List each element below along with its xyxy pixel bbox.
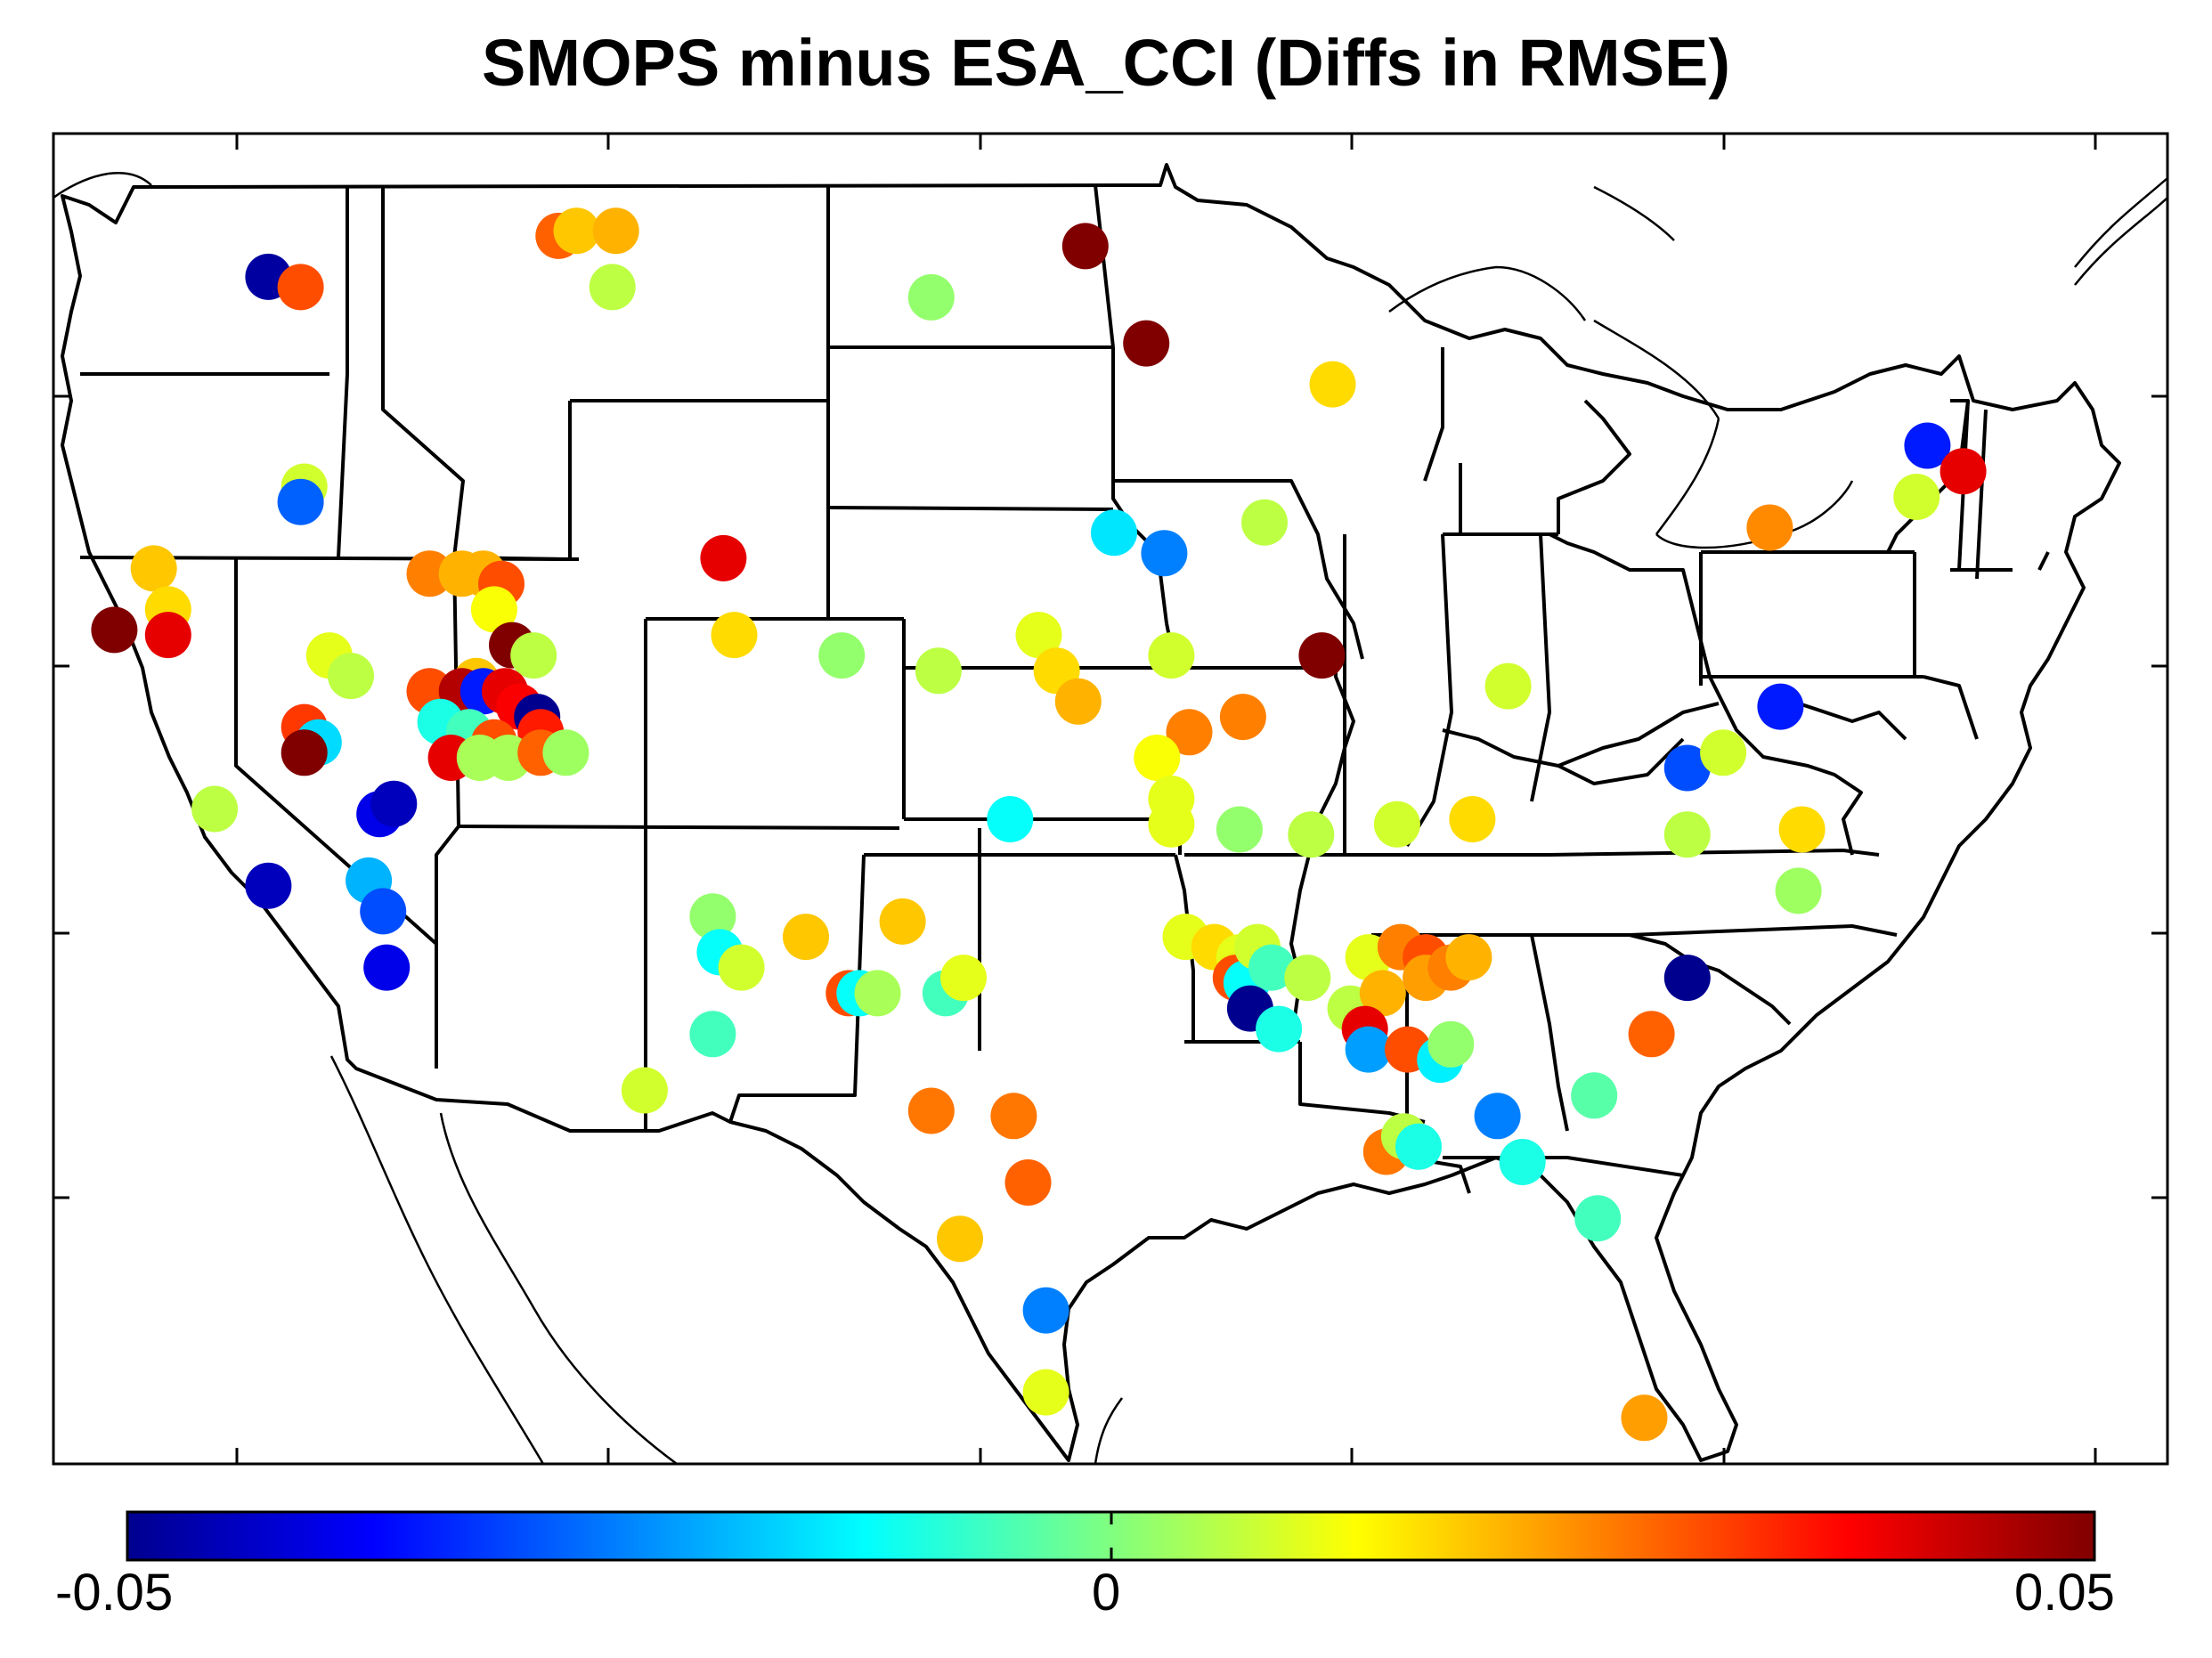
station-marker <box>1700 729 1747 776</box>
map-title: SMOPS minus ESA_CCI (Diffs in RMSE) <box>481 26 1731 100</box>
station-marker <box>281 729 328 776</box>
station-marker <box>1775 867 1822 914</box>
station-marker <box>1309 361 1356 408</box>
station-marker <box>915 647 962 695</box>
station-marker <box>1298 632 1346 679</box>
state-boundaries <box>61 163 2121 1462</box>
station-marker <box>987 796 1034 842</box>
station-marker <box>1004 1159 1052 1206</box>
station-marker <box>1123 320 1170 367</box>
station-marker <box>1141 530 1188 577</box>
station-marker <box>1241 499 1288 546</box>
colorbar-min-label: -0.05 <box>55 1564 174 1621</box>
station-marker <box>542 729 590 776</box>
station-marker <box>711 612 758 659</box>
station-marker <box>130 545 177 592</box>
station-marker <box>1904 422 1951 469</box>
station-marker <box>907 1087 955 1134</box>
station-marker <box>1373 801 1420 848</box>
station-marker <box>1746 504 1793 551</box>
station-marker <box>1757 683 1804 730</box>
station-marker <box>1474 1093 1521 1140</box>
station-marker <box>700 534 747 581</box>
station-marker <box>1427 1020 1475 1068</box>
station-marker <box>144 612 191 659</box>
station-marker <box>1054 678 1102 725</box>
frame-ticks <box>53 134 2167 1464</box>
station-marker <box>783 914 829 961</box>
station-marker <box>1663 811 1711 858</box>
station-marker <box>245 862 292 909</box>
station-marker <box>1628 1011 1675 1058</box>
station-marker <box>1445 934 1492 981</box>
station-marker <box>1571 1072 1618 1119</box>
station-marker <box>854 970 901 1017</box>
station-marker <box>1148 632 1195 679</box>
station-marker <box>1778 806 1826 853</box>
station-marker <box>940 955 987 1002</box>
station-marker <box>328 653 374 700</box>
station-marker <box>1216 806 1263 853</box>
station-marker <box>277 264 324 311</box>
station-marker <box>1248 944 1296 991</box>
station-marker <box>818 632 866 679</box>
station-marker <box>907 273 955 321</box>
station-marker <box>1256 1005 1303 1053</box>
station-marker <box>360 888 407 935</box>
station-marker <box>370 780 418 827</box>
station-marker <box>1484 662 1532 710</box>
station-marker <box>1621 1394 1668 1442</box>
neighbor-outlines <box>53 172 2168 1466</box>
station-marker <box>879 898 926 945</box>
station-marker <box>990 1093 1037 1140</box>
station-marker <box>1499 1139 1546 1185</box>
station-marker <box>1345 1026 1392 1073</box>
station-marker <box>718 944 765 991</box>
station-marker <box>510 632 557 679</box>
station-marker <box>1449 796 1496 842</box>
station-marker <box>689 893 736 940</box>
station-marker <box>1395 1123 1442 1170</box>
station-marker <box>470 586 517 633</box>
station-marker <box>1359 970 1406 1017</box>
station-marker <box>406 550 453 597</box>
station-marker <box>1166 709 1213 756</box>
station-marker <box>1148 801 1195 848</box>
station-marker <box>1893 474 1940 520</box>
station-marker <box>1940 448 1987 495</box>
station-marker <box>1284 955 1331 1002</box>
station-marker <box>1288 811 1335 858</box>
station-markers <box>91 207 1987 1442</box>
station-marker <box>277 478 324 525</box>
station-marker <box>1022 1287 1069 1334</box>
station-marker <box>91 606 138 654</box>
station-marker <box>937 1215 983 1263</box>
station-marker <box>1015 612 1062 659</box>
station-marker <box>191 785 239 833</box>
colorbar-max-label: 0.05 <box>2014 1564 2115 1621</box>
station-marker <box>621 1067 668 1114</box>
station-marker <box>1574 1195 1622 1242</box>
station-marker <box>592 207 639 255</box>
station-marker <box>1663 744 1711 792</box>
station-marker <box>1022 1369 1069 1416</box>
station-marker <box>363 944 411 991</box>
station-marker <box>689 1011 736 1058</box>
colorbar-mid-label: 0 <box>1092 1564 1121 1621</box>
station-marker <box>1061 223 1109 270</box>
station-marker <box>1134 735 1181 781</box>
station-marker <box>1663 955 1711 1002</box>
station-marker <box>589 264 636 311</box>
station-marker <box>1219 694 1266 741</box>
station-marker <box>1091 509 1137 557</box>
station-marker <box>553 207 600 255</box>
